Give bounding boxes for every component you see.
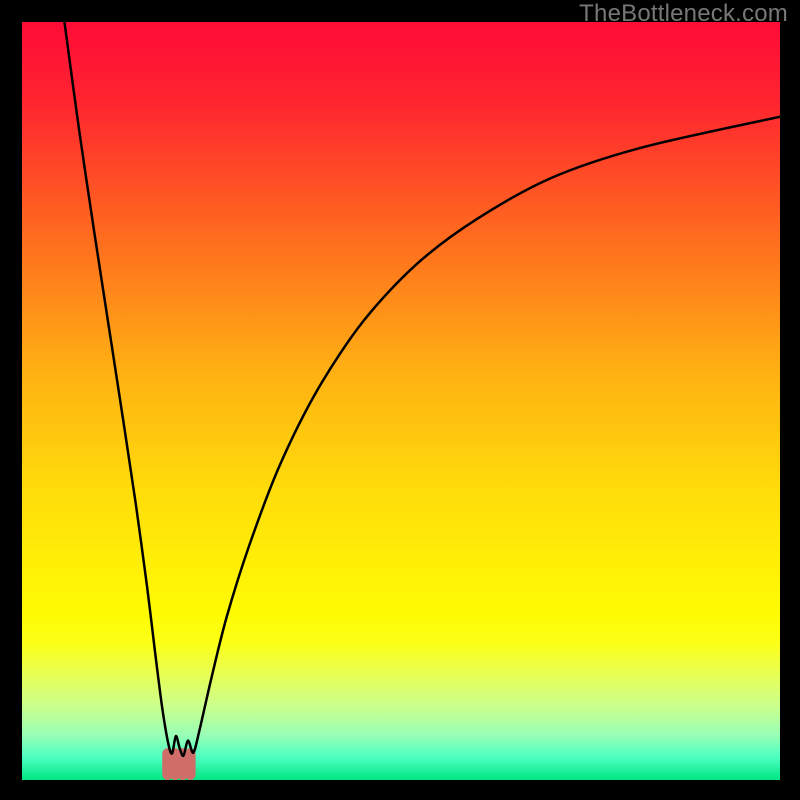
watermark-label: TheBottleneck.com	[579, 0, 788, 28]
bottleneck-chart-svg	[0, 0, 800, 800]
chart-gradient-background	[22, 22, 780, 780]
chart-container: TheBottleneck.com	[0, 0, 800, 800]
